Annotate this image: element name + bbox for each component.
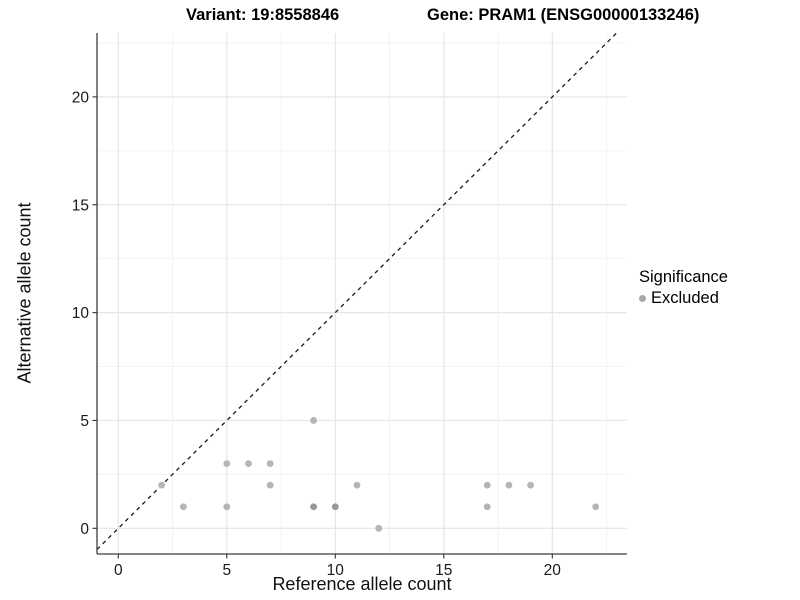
y-axis-title: Alternative allele count [14, 202, 35, 384]
data-point [483, 481, 491, 489]
data-point [223, 460, 231, 467]
y-tick-label: 15 [72, 197, 89, 214]
data-point [223, 503, 231, 511]
x-tick-label: 15 [435, 562, 452, 579]
x-axis-title: Reference allele count [272, 574, 452, 594]
legend-title: Significance [639, 268, 728, 286]
y-tick-label: 0 [80, 521, 89, 538]
variant-title: Variant: 19:8558846 [186, 6, 340, 24]
data-point [310, 503, 317, 511]
data-point [266, 460, 274, 467]
y-tick-label: 20 [72, 89, 90, 106]
data-point [158, 481, 166, 489]
data-point [245, 460, 252, 467]
data-point [505, 481, 513, 489]
legend-point-icon [639, 295, 646, 302]
x-tick-label: 5 [222, 562, 231, 579]
legend-item-label: Excluded [651, 289, 719, 307]
data-point [310, 417, 317, 424]
data-point [483, 503, 491, 511]
x-tick-label: 0 [114, 562, 123, 579]
legend-item-excluded: Excluded [639, 289, 728, 308]
data-point [527, 481, 534, 489]
legend: Significance Excluded [639, 268, 728, 308]
data-point [353, 481, 361, 489]
y-tick-label: 10 [72, 305, 90, 322]
data-point [592, 503, 600, 511]
data-point [331, 503, 339, 511]
gene-title: Gene: PRAM1 (ENSG00000133246) [427, 6, 700, 24]
x-tick-label: 10 [327, 562, 345, 579]
data-point [375, 524, 383, 532]
data-point [266, 481, 274, 489]
y-tick-label: 5 [80, 413, 89, 430]
data-point [180, 503, 187, 511]
x-tick-label: 20 [544, 562, 562, 579]
identity-line [96, 32, 618, 550]
